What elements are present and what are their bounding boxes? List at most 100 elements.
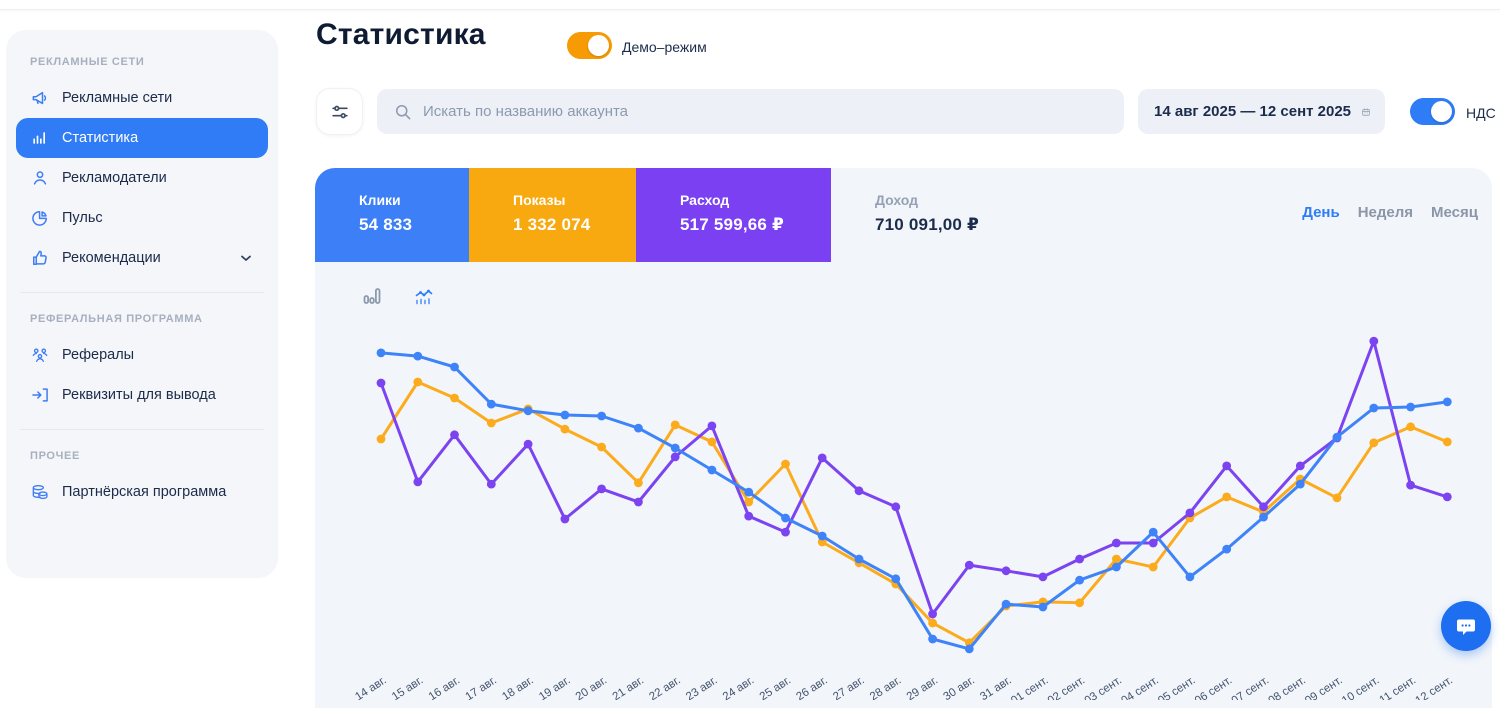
chart-point [523, 439, 533, 449]
stat-value: 517 599,66 ₽ [680, 215, 785, 234]
sidebar-item-advertisers[interactable]: Рекламодатели [16, 158, 268, 198]
tab-month[interactable]: Месяц [1431, 204, 1478, 221]
chart-point [376, 348, 386, 358]
chart-point [634, 423, 643, 433]
stat-card-income[interactable]: Доход 710 091,00 ₽ [831, 168, 1061, 262]
chat-button[interactable] [1441, 601, 1491, 651]
stat-label: Клики [359, 192, 401, 208]
chart-point [486, 399, 496, 409]
top-header-strip [0, 0, 1500, 10]
x-axis-label: 12 сент. [1413, 674, 1454, 700]
sidebar-item-label: Рекомендации [62, 250, 161, 266]
chart-point [854, 486, 864, 496]
stat-card-expense[interactable]: Расход 517 599,66 ₽ [636, 168, 831, 262]
chart-point [1112, 554, 1121, 564]
tab-week[interactable]: Неделя [1357, 204, 1414, 221]
x-axis-label: 14 авг. [353, 674, 388, 700]
page-title: Статистика [316, 18, 486, 51]
chart-point [560, 410, 570, 420]
chart-point [560, 424, 570, 434]
chart-point [744, 511, 754, 521]
search-input[interactable] [423, 103, 1108, 120]
chart-point [1112, 562, 1121, 572]
chart-point [1148, 538, 1158, 548]
stat-card-impressions[interactable]: Показы 1 332 074 [469, 168, 636, 262]
x-axis-label: 10 сент. [1340, 674, 1381, 700]
chart-point [964, 560, 974, 570]
chart-point [817, 453, 827, 463]
chart-point [781, 459, 790, 469]
bar-view-icon [363, 288, 381, 304]
filter-button[interactable] [316, 88, 363, 135]
stat-value: 1 332 074 [513, 215, 591, 234]
sidebar-item-label: Пульс [62, 210, 103, 226]
chart-point [1185, 572, 1195, 582]
sidebar-item-referrals[interactable]: Рефералы [16, 335, 268, 375]
chat-bubble-icon [1457, 619, 1475, 635]
date-range-picker[interactable]: 14 авг 2025 — 12 сент 2025 [1138, 89, 1385, 134]
sidebar-item-partner-program[interactable]: Партнёрская программа [16, 472, 268, 512]
sidebar-section-ad-networks: РЕКЛАМНЫЕ СЕТИ [30, 56, 145, 68]
chart-point [450, 430, 459, 440]
chart-point [781, 513, 790, 523]
chart-point [891, 574, 901, 584]
chart-point [376, 378, 386, 388]
stat-label: Показы [513, 192, 566, 208]
chart-point [854, 554, 864, 564]
chart-point [1001, 599, 1011, 609]
x-axis-label: 04 сент. [1119, 674, 1160, 700]
chart-point [560, 514, 570, 524]
coins-icon [30, 482, 50, 502]
pie-chart-icon [30, 208, 50, 228]
chart-point [928, 634, 937, 644]
chart-point [523, 406, 533, 416]
tab-day[interactable]: День [1302, 204, 1340, 221]
search-icon [396, 104, 411, 119]
x-axis-label: 03 сент. [1083, 674, 1124, 700]
chart-type-bar-button[interactable] [355, 280, 389, 312]
sidebar-item-ad-networks[interactable]: Рекламные сети [16, 78, 268, 118]
sidebar: РЕКЛАМНЫЕ СЕТИ Рекламные сети Статистика… [6, 30, 278, 578]
chart-point [744, 487, 754, 497]
search-box [377, 89, 1124, 134]
chart-type-line-button[interactable] [407, 280, 441, 312]
date-range-value: 14 авг 2025 — 12 сент 2025 [1154, 103, 1352, 120]
stat-label: Доход [875, 192, 919, 208]
chart-point [1148, 562, 1158, 572]
chart-point [1295, 479, 1305, 489]
chart-point [1369, 438, 1379, 448]
sidebar-item-statistics[interactable]: Статистика [16, 118, 268, 158]
x-axis-label: 25 авг. [758, 674, 793, 700]
x-axis-label: 08 сент. [1266, 674, 1307, 700]
chart-point [1259, 502, 1268, 512]
chart-point [1259, 512, 1268, 522]
chart-point [486, 479, 496, 489]
sidebar-divider [20, 429, 264, 430]
chart-point [1406, 480, 1415, 490]
chart-point [450, 362, 459, 372]
sidebar-section-other: ПРОЧЕЕ [30, 450, 81, 462]
sidebar-item-recommendations[interactable]: Рекомендации [16, 238, 268, 278]
sidebar-item-withdrawal-details[interactable]: Реквизиты для вывода [16, 375, 268, 415]
chart-point [1112, 538, 1121, 548]
x-axis-label: 21 авг. [611, 674, 646, 700]
chart-point [670, 443, 680, 453]
chart-point [1148, 527, 1158, 537]
chart-point [597, 411, 606, 421]
x-axis-label: 31 авг. [978, 674, 1013, 700]
chart-point [413, 477, 423, 487]
x-axis-label: 17 авг. [463, 674, 498, 700]
chart-point [1222, 544, 1232, 554]
chart-point [1185, 508, 1195, 518]
chart-point [1442, 492, 1452, 502]
sidebar-item-pulse[interactable]: Пульс [16, 198, 268, 238]
sidebar-item-label: Статистика [62, 130, 139, 146]
x-axis-label: 16 авг. [427, 674, 462, 700]
vat-toggle[interactable] [1410, 98, 1455, 125]
chart-point [450, 393, 459, 403]
chart-point [597, 442, 606, 452]
stat-card-clicks[interactable]: Клики 54 833 [315, 168, 469, 262]
chart-point [1001, 566, 1011, 576]
demo-mode-toggle[interactable] [567, 32, 612, 59]
